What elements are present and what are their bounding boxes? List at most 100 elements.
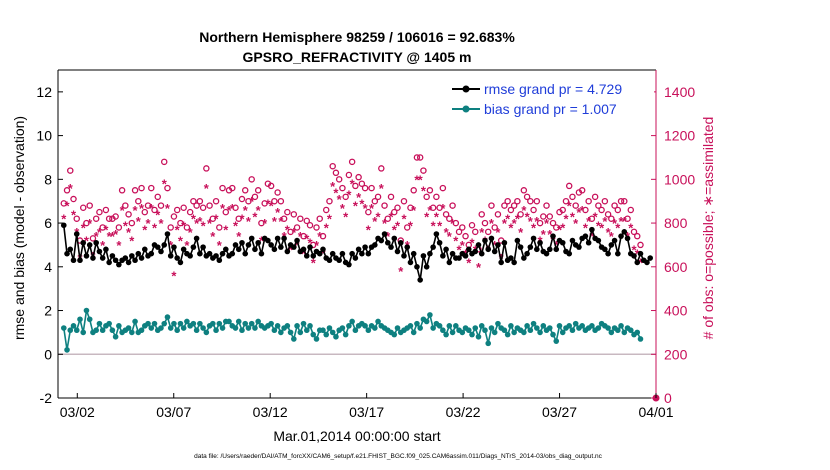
possible-obs-point [183,224,191,231]
possible-obs-point [248,176,255,183]
possible-obs-point [481,219,489,227]
assimilated-obs-point: * [444,225,450,240]
rmse-point [216,257,223,264]
bias-point [291,336,297,342]
bias-point [203,329,210,336]
bias-point [326,325,333,331]
rmse-point [213,253,219,259]
rmse-point [404,244,411,250]
possible-obs-point [280,215,288,222]
bias-point [440,327,446,334]
assimilated-obs-point: * [120,203,126,218]
possible-obs-point [472,228,479,236]
assimilated-obs-point: * [372,214,378,229]
assimilated-obs-point: * [304,231,310,246]
possible-obs-point [455,228,463,236]
legend-rmse-label: rmse grand pr = 4.729 [484,81,622,97]
assimilated-obs-point: * [547,227,553,242]
assimilated-obs-point: * [129,234,135,249]
possible-obs-point [565,182,573,190]
rmse-point [530,235,537,242]
assimilated-obs-point: * [100,238,106,253]
bias-point [349,318,355,325]
assimilated-obs-point: * [64,199,70,214]
rmse-point [381,231,388,237]
assimilated-obs-point: * [525,210,531,225]
possible-obs-point [407,204,414,212]
possible-obs-point [361,184,369,192]
bias-point [391,331,398,338]
possible-obs-point [352,182,359,190]
possible-obs-point [102,206,110,214]
rmse-point [125,259,132,266]
bias-point [485,340,492,347]
possible-obs-point [235,215,242,222]
possible-obs-point [219,184,226,192]
possible-obs-point [478,211,485,218]
rmse-point [446,259,453,266]
possible-obs-point [569,193,576,201]
possible-obs-point [449,202,456,209]
possible-obs-point [637,241,644,249]
y-left-tick-label: 8 [44,171,52,187]
bias-point [530,320,537,327]
rmse-point [485,246,492,253]
assimilated-obs-point: * [97,225,103,240]
assimilated-obs-point: * [265,196,271,211]
rmse-point [420,253,427,259]
rmse-point [112,257,119,264]
rmse-point [70,257,77,264]
assimilated-obs-point: * [314,238,320,253]
possible-obs-point [595,202,602,209]
bias-point [427,312,433,318]
possible-obs-point [245,197,252,205]
assimilated-obs-point: * [191,212,197,227]
possible-obs-point [621,197,628,205]
assimilated-obs-point: * [408,218,414,233]
legend-bias-marker [462,105,470,113]
assimilated-obs-point: * [495,225,501,240]
possible-obs-point [319,232,327,240]
possible-obs-point [115,224,123,231]
bias-point [465,327,472,334]
plot-area: ****************************************… [57,69,660,402]
rmse-point [86,242,93,248]
assimilated-obs-point: * [291,225,297,240]
assimilated-obs-point: * [246,214,252,229]
rmse-point [268,242,274,248]
possible-obs-point [433,193,440,201]
possible-obs-point [413,154,421,161]
bias-point [148,325,155,331]
possible-obs-point [365,208,372,216]
bias-point [491,329,498,336]
rmse-point [576,244,582,250]
rmse-point [116,261,122,268]
bias-point [310,331,317,338]
assimilated-obs-point: * [534,214,540,229]
possible-obs-point [190,197,197,205]
rmse-point [501,239,508,246]
bias-point [297,329,304,336]
rmse-point [80,239,87,246]
assimilated-obs-point: * [388,210,394,225]
y-left-tick-label: 2 [44,303,52,319]
bias-point [268,320,274,327]
rmse-point [378,237,385,244]
rmse-point [235,246,242,253]
bias-point [352,327,359,334]
assimilated-obs-point: * [492,238,498,253]
possible-obs-point [588,215,596,222]
possible-obs-point [601,197,609,205]
assimilated-obs-point: * [476,260,482,275]
assimilated-obs-point: * [557,223,563,238]
bias-point [294,323,300,329]
x-tick-label: 03/27 [542,404,577,420]
bias-point [634,329,641,336]
possible-obs-point [523,193,531,201]
rmse-point [478,250,485,257]
rmse-point [637,250,644,257]
assimilated-obs-point: * [239,212,245,227]
assimilated-obs-point: * [508,220,514,235]
rmse-point [456,255,462,261]
bias-point [109,327,116,334]
